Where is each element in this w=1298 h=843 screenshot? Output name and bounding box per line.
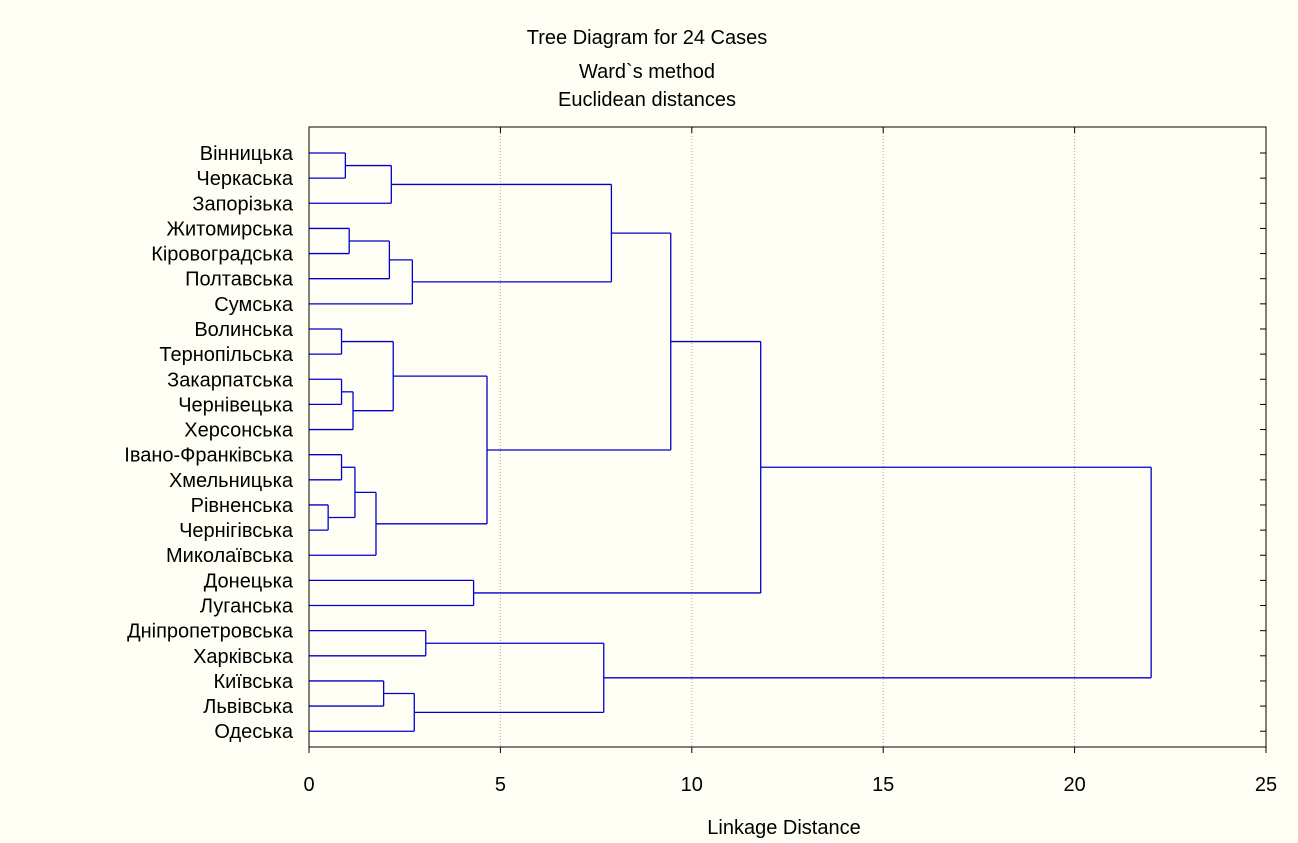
leaf-label: Чернігівська xyxy=(179,520,294,542)
leaf-label: Одеська xyxy=(214,721,294,743)
leaf-label: Закарпатська xyxy=(167,369,294,391)
x-tick-label-20: 20 xyxy=(1063,774,1085,796)
leaf-label: Кіровоградська xyxy=(151,244,294,266)
chart-subtitle-distance: Euclidean distances xyxy=(558,89,736,111)
dendrogram-branches xyxy=(309,152,1152,732)
leaf-label: Львівська xyxy=(203,696,294,718)
leaf-label: Луганська xyxy=(200,596,294,618)
leaf-label: Сумська xyxy=(214,294,294,316)
x-tick-label-15: 15 xyxy=(872,774,894,796)
plot-area-frame xyxy=(308,126,1267,748)
y-tick-marks xyxy=(1260,152,1266,732)
x-tick-label-25: 25 xyxy=(1255,774,1277,796)
leaf-label: Волинська xyxy=(194,319,294,341)
leaf-label: Чернівецька xyxy=(178,394,294,416)
x-tick-label-5: 5 xyxy=(495,774,506,796)
x-tick-label-10: 10 xyxy=(681,774,703,796)
leaf-label: Миколаївська xyxy=(166,545,294,567)
leaf-label: Київська xyxy=(213,671,293,693)
leaf-label: Житомирська xyxy=(167,218,294,240)
leaf-label: Херсонська xyxy=(184,420,294,442)
leaf-labels: Вінницька Черкаська Запорізька Житомирська К… xyxy=(124,143,294,743)
x-tick-label-0: 0 xyxy=(303,774,314,796)
leaf-label: Тернопільська xyxy=(159,344,293,366)
x-axis-label: Linkage Distance xyxy=(707,817,860,839)
leaf-label: Вінницька xyxy=(200,143,294,165)
chart-subtitle-method: Ward`s method xyxy=(579,61,715,83)
leaf-label: Рівненська xyxy=(191,495,294,517)
leaf-label: Запорізька xyxy=(192,193,294,215)
leaf-label: Хмельницька xyxy=(169,470,294,492)
leaf-label: Черкаська xyxy=(196,168,293,190)
branch-c23 xyxy=(603,466,1152,679)
x-axis-ticks: 0 5 10 15 20 25 xyxy=(303,127,1277,796)
leaf-label: Харківська xyxy=(193,646,294,668)
leaf-label: Івано-Франківська xyxy=(124,445,294,467)
leaf-label: Полтавська xyxy=(185,269,294,291)
chart-title: Tree Diagram for 24 Cases xyxy=(527,27,767,49)
leaf-label: Донецька xyxy=(204,570,294,592)
leaf-label: Дніпропетровська xyxy=(127,621,294,643)
